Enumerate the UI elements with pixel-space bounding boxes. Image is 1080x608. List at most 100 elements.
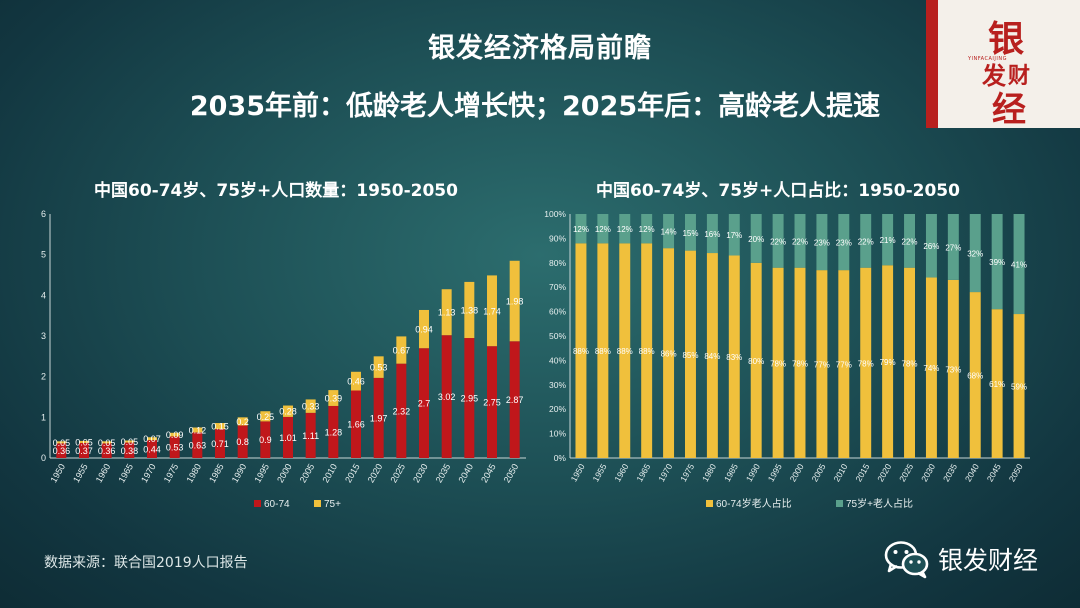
chart-1-bar: [441, 335, 452, 458]
chart-1-data-label: 0.71: [211, 439, 229, 449]
chart-2-bar: [991, 214, 1003, 310]
chart-2-bar: [969, 292, 981, 458]
chart-2-data-label: 68%: [967, 372, 983, 381]
chart-2-bar: [816, 270, 828, 458]
chart-2-data-label: 77%: [836, 361, 852, 370]
chart-1-data-label: 0.25: [257, 412, 275, 422]
chart-1-bar: [192, 427, 203, 433]
brand: 银发财经: [884, 539, 1038, 579]
chart-2-y-tick: 30%: [549, 380, 566, 390]
chart-1-bar: [101, 443, 112, 458]
chart-2-data-label: 79%: [880, 358, 896, 367]
chart-1-data-label: 1.13: [438, 308, 456, 318]
chart-2-data-label: 14%: [661, 228, 677, 237]
chart-1-y-tick: 1: [41, 412, 46, 422]
chart-1-data-label: 1.74: [483, 306, 501, 316]
chart-2-y-tick: 0%: [554, 453, 567, 463]
chart-1-bar: [124, 442, 135, 458]
chart-2-bar: [619, 243, 631, 458]
chart-1-bar: [487, 346, 497, 458]
chart-2-data-label: 12%: [639, 225, 655, 234]
chart-2-x-tick: 1990: [744, 462, 762, 484]
chart-1-data-label: 3.02: [438, 392, 456, 402]
chart-2-y-tick: 10%: [549, 429, 566, 439]
chart-2-y-tick: 20%: [549, 404, 566, 414]
chart-1-bar: [283, 405, 293, 417]
chart-2-bar: [969, 214, 981, 293]
chart-1-data-label: 1.11: [302, 431, 319, 441]
page-title: 银发经济格局前瞻: [428, 33, 652, 64]
chart-2-legend-swatch: [706, 500, 713, 507]
chart-1-data-label: 0.8: [236, 437, 249, 447]
logo-char-3: 财: [1008, 63, 1031, 89]
chart-1-data-label: 0.9: [259, 435, 272, 445]
chart-2-data-label: 83%: [726, 353, 742, 362]
wechat-icon: [884, 541, 929, 579]
chart-2-data-label: 32%: [967, 250, 983, 259]
chart-1-data-label: 2.32: [393, 406, 411, 416]
chart-2-x-tick: 2010: [831, 462, 849, 484]
chart-2-bar: [838, 270, 850, 458]
chart-2-data-label: 86%: [661, 350, 677, 359]
chart-1-bar: [283, 416, 293, 458]
chart-2-bar: [1013, 214, 1025, 315]
chart-1-data-label: 0.94: [415, 325, 433, 335]
chart-1-bar: [373, 377, 384, 458]
chart-2-legend-swatch: [836, 500, 843, 507]
chart-2-x-tick: 1970: [656, 462, 674, 484]
chart-2-data-label: 27%: [945, 243, 961, 252]
chart-2-data-label: 20%: [748, 235, 764, 244]
chart-2-data-label: 41%: [1011, 261, 1027, 270]
chart-2-bar: [991, 309, 1003, 458]
chart-2-bar: [860, 267, 872, 458]
chart-2-x-tick: 1965: [634, 462, 652, 484]
chart-1-data-label: 1.28: [325, 427, 343, 437]
chart-2-data-label: 15%: [682, 229, 698, 238]
chart-2-bar: [575, 214, 587, 244]
chart-1-data-label: 0.12: [189, 425, 207, 435]
chart-2-data-label: 78%: [770, 359, 786, 368]
chart-1-y-tick: 6: [41, 209, 46, 219]
logo-char-4: 经: [992, 90, 1026, 130]
chart-2-y-tick: 80%: [549, 258, 566, 268]
chart-2-data-label: 21%: [880, 236, 896, 245]
chart-2-y-tick: 70%: [549, 282, 566, 292]
chart-2-data-label: 59%: [1011, 383, 1027, 392]
chart-1-bar: [56, 443, 67, 458]
chart-2-x-tick: 1985: [722, 462, 740, 484]
chart-2-bar: [772, 267, 784, 458]
chart-2-data-label: 39%: [989, 258, 1005, 267]
chart-1-bar: [215, 423, 225, 430]
chart-2-legend-label: 60-74岁老人占比: [716, 497, 792, 510]
chart-2-data-label: 78%: [902, 359, 918, 368]
chart-2-bar: [772, 214, 784, 268]
chart-1-bar: [79, 440, 89, 443]
chart-1-bar: [464, 338, 475, 458]
chart-1-bar: [509, 341, 520, 458]
chart-1-bar: [305, 412, 316, 458]
chart-1-data-label: 0.15: [211, 422, 229, 432]
chart-2-y-tick: 90%: [549, 233, 566, 243]
chart-2-bar: [728, 255, 740, 458]
chart-1-data-label: 1.01: [279, 433, 297, 443]
chart-1-data-label: 0.39: [325, 394, 343, 404]
chart-1-bar: [328, 405, 339, 458]
chart-2-y-tick: 40%: [549, 355, 566, 365]
chart-2-x-tick: 2025: [897, 462, 915, 484]
chart-2-x-tick: 2000: [788, 462, 806, 484]
chart-2-data-label: 73%: [945, 365, 961, 374]
chart-1-y-tick: 0: [41, 453, 46, 463]
chart-1-bar: [396, 363, 407, 458]
chart-1-y-tick: 3: [41, 331, 46, 341]
chart-1-data-label: 0.53: [166, 443, 184, 453]
chart-2-bar: [641, 214, 653, 244]
chart-2-data-label: 77%: [814, 361, 830, 370]
chart-1-bar: [56, 441, 67, 444]
chart-1-bar: [169, 432, 180, 437]
chart-1-bar: [351, 371, 361, 391]
chart-2-y-tick: 100%: [544, 209, 566, 219]
chart-1-bar: [124, 440, 135, 443]
chart-2-data-label: 74%: [923, 364, 939, 373]
chart-1-data-label: 1.97: [370, 413, 388, 423]
